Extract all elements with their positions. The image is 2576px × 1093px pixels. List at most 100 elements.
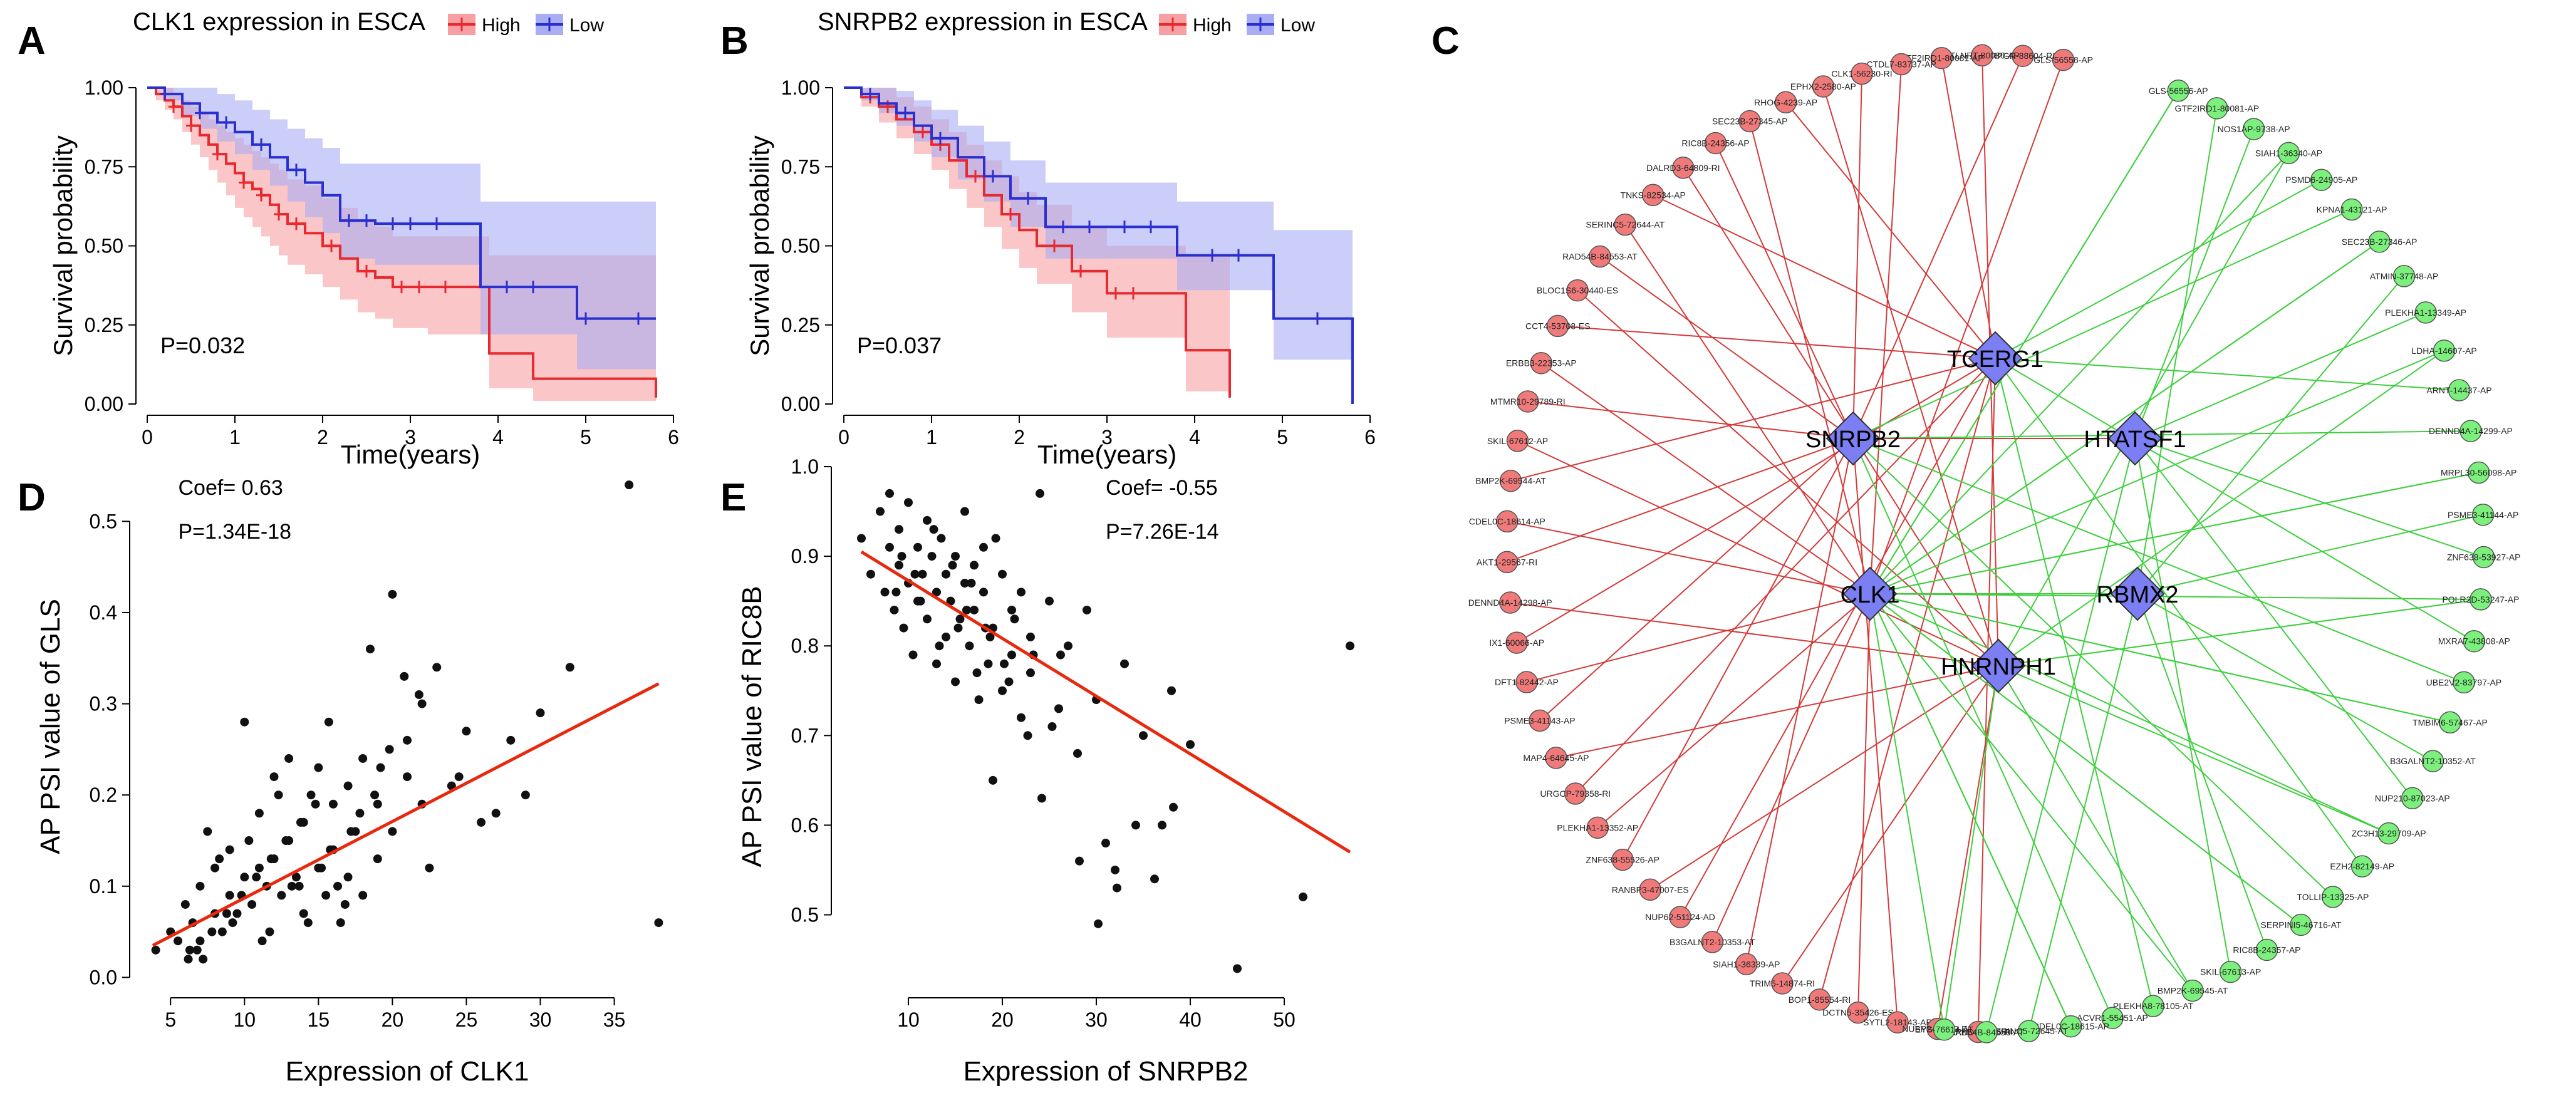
data-point xyxy=(1094,919,1103,928)
gene-node xyxy=(1515,671,1538,693)
x-tick-label: 25 xyxy=(455,1008,478,1031)
y-tick-label: 0.00 xyxy=(85,393,123,415)
data-point xyxy=(195,936,205,946)
data-point xyxy=(174,936,183,946)
data-point xyxy=(358,891,368,900)
x-tick-label: 35 xyxy=(603,1008,626,1031)
data-point xyxy=(222,909,231,918)
gene-node xyxy=(1669,906,1691,928)
panel-letter-c: C xyxy=(1431,19,1460,63)
gene-node-label: RAD54B-84553-AT xyxy=(1562,252,1638,262)
gene-node xyxy=(2463,629,2486,653)
gene-node-label: ATMIN-37748-AP xyxy=(2370,271,2438,281)
gene-node xyxy=(1701,931,1724,953)
data-point xyxy=(358,754,368,763)
hub-node-label: HTATSF1 xyxy=(2084,427,2186,453)
data-point xyxy=(491,809,501,818)
network-edge xyxy=(1745,438,1854,965)
gene-node-label: B3GALNT2-10352-AT xyxy=(2390,756,2476,766)
data-point xyxy=(184,955,193,964)
data-point xyxy=(918,569,927,579)
gene-node-label: DFT1-82442-AP xyxy=(1495,677,1559,687)
data-point xyxy=(895,525,903,534)
data-point xyxy=(951,552,960,561)
gene-node xyxy=(1672,157,1695,179)
network-edge xyxy=(1869,472,2479,594)
network-edge xyxy=(1852,438,2114,1018)
data-point xyxy=(417,699,427,708)
y-tick-label: 0.75 xyxy=(781,155,820,178)
gene-node xyxy=(2142,995,2164,1017)
network-edge xyxy=(1852,438,2334,898)
gene-node-label: BMP2K-69545-AT xyxy=(2158,986,2228,996)
data-point xyxy=(296,817,305,827)
gene-node-label: GLS-56556-AP xyxy=(2149,86,2208,96)
gene-node-label: NUP210-87023-AP xyxy=(2375,793,2450,803)
data-point xyxy=(895,561,903,570)
data-point xyxy=(225,891,234,900)
data-point xyxy=(1113,883,1121,893)
gene-node-label: SERINC5-72644-AT xyxy=(1586,220,1665,230)
gene-node xyxy=(2471,504,2495,526)
data-point xyxy=(953,623,963,633)
gene-node xyxy=(2060,1015,2082,1038)
gene-node xyxy=(2467,461,2490,484)
network-edge xyxy=(1869,64,1903,594)
x-tick-label: 30 xyxy=(1085,1008,1108,1031)
data-point xyxy=(972,668,982,678)
gene-node-label: RIC8B-24357-AP xyxy=(2233,945,2300,955)
x-tick-label: 1 xyxy=(229,426,241,448)
network-edge xyxy=(1986,438,2136,1033)
data-point xyxy=(284,754,294,763)
gene-node xyxy=(2205,97,2228,120)
gene-node xyxy=(2277,142,2300,165)
network-edge xyxy=(1995,179,2322,359)
gene-node xyxy=(2421,750,2444,772)
scatter-clk1-gls: 0.0 0.1 0.2 0.3 0.4 0.5 5 10 15 20 25 30 35 Coef= 0.6… xyxy=(35,476,663,1087)
gene-node-label: UBE2V2-83797-AP xyxy=(2426,677,2502,687)
y-tick-label: 0.2 xyxy=(90,784,117,806)
hub-node xyxy=(1968,331,2023,386)
data-point xyxy=(960,507,969,516)
data-point xyxy=(923,614,932,624)
data-point xyxy=(1004,677,1014,686)
gene-node-label: EPHX2-2580-AP xyxy=(1790,81,1856,91)
data-point xyxy=(217,927,227,936)
gene-node-label: SIAH1-36339-AP xyxy=(1713,959,1780,969)
gene-node xyxy=(1890,53,1913,76)
gene-node-label: RAD54B-84556-AT xyxy=(1949,1027,2024,1037)
gene-node-label: KPNA1-43121-AP xyxy=(2317,205,2387,215)
gene-node-label: SYTL2-18143-AP xyxy=(1863,1017,1932,1027)
gene-node xyxy=(1499,469,1522,492)
data-point xyxy=(965,641,974,651)
data-point xyxy=(970,561,979,570)
network-edge xyxy=(2134,438,2485,558)
data-point xyxy=(195,881,205,891)
data-point xyxy=(1083,605,1091,614)
data-point xyxy=(365,645,375,654)
gene-node xyxy=(1495,551,1519,574)
data-point xyxy=(985,632,995,641)
hub-node-label: HNRNPH1 xyxy=(1941,654,2056,680)
network-edge xyxy=(1869,593,1945,1030)
gene-node-label: CCT4-53708-ES xyxy=(1525,321,1591,331)
data-point xyxy=(1026,632,1035,641)
data-point xyxy=(876,507,885,516)
gene-node-label: MXRA7-43808-AP xyxy=(2438,636,2510,646)
data-point xyxy=(1023,731,1032,740)
data-point xyxy=(151,945,160,955)
data-point xyxy=(979,542,988,552)
panel-letter-d: D xyxy=(18,476,46,519)
x-tick-label: 15 xyxy=(308,1008,330,1031)
x-tick-label: 0 xyxy=(142,426,153,448)
gene-node-label: LDHA-14607-AP xyxy=(2411,346,2476,356)
gene-node-label: ERBB3-22353-AP xyxy=(1506,358,1577,368)
data-point xyxy=(311,799,320,809)
gene-node-label: DCTN5-35426-ES xyxy=(1822,1008,1894,1018)
gene-node-label: RIC8B-24356-AP xyxy=(1681,138,1749,148)
gene-node-label: ARNT-14437-AP xyxy=(2426,385,2491,395)
data-point xyxy=(932,659,941,668)
gene-node xyxy=(2219,960,2242,983)
data-point xyxy=(274,790,283,800)
network-edge xyxy=(1527,400,1854,439)
